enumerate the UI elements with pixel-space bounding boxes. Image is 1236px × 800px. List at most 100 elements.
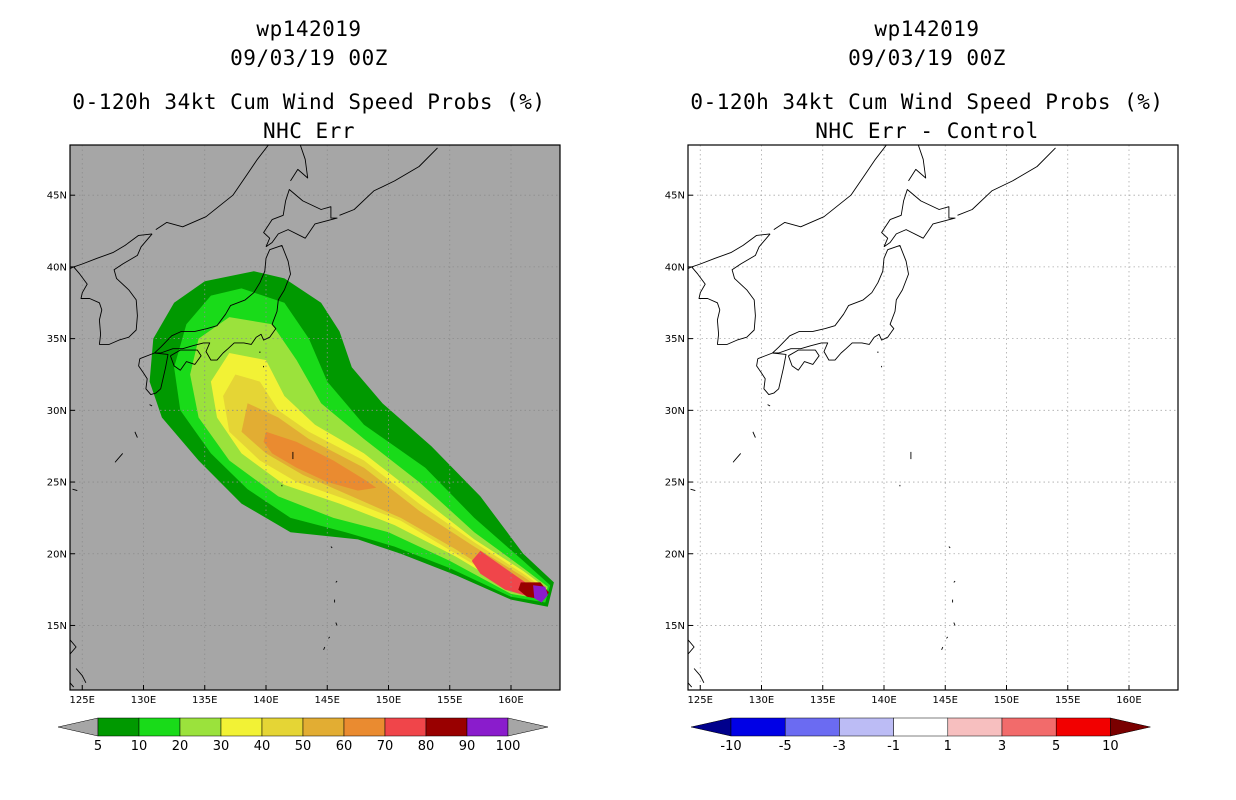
colorbar-label: -1 [887,739,900,754]
coastline [149,404,153,407]
colorbar-label: 40 [254,739,271,754]
x-tick-label: 140E [871,695,896,706]
colorbar-label: 60 [336,739,353,754]
coastline [690,488,696,492]
plot-frame [687,144,1179,691]
coastline [70,639,77,669]
colorbar-segment [179,717,222,737]
coastline [328,636,331,639]
map-layer [642,145,1178,690]
colorbar-segment [466,717,509,737]
chart-title: 0-120h 34kt Cum Wind Speed Probs (%) [690,90,1164,114]
coastline [323,646,326,650]
colorbar-segment [261,717,304,737]
x-tick-label: 160E [498,695,523,706]
colorbar-label: 5 [1052,739,1060,754]
coastline [335,580,338,583]
colorbar-segment [730,717,786,737]
y-tick-label: 25N [47,478,67,489]
difference-map: 125E 130E 135E 140E 145E 150E 155E 160E 15N 20N 25… [642,144,1179,754]
x-tick-label: 150E [994,695,1019,706]
coastline [138,352,169,396]
coastline [881,189,956,248]
coastline [957,147,1056,216]
colorbar-label: -10 [720,739,741,754]
coastline [75,668,87,684]
coastline [948,546,951,549]
colorbar-label: 50 [295,739,312,754]
coastline [767,404,771,407]
colorbar-label: 10 [131,739,148,754]
colorbar-label: 70 [377,739,394,754]
y-tick-label: 25N [665,478,685,489]
colorbar-label: 1 [944,739,952,754]
coastline [953,580,956,583]
colorbar-label: -3 [833,739,846,754]
colorbar-segment [302,717,345,737]
colorbar-segment [893,717,949,737]
forecast-time: 09/03/19 00Z [848,46,1006,70]
coastline [908,145,927,182]
colorbar-segment [343,717,386,737]
chart-title: 0-120h 34kt Cum Wind Speed Probs (%) [72,90,546,114]
y-tick-label: 35N [47,334,67,345]
coastline [66,492,69,493]
x-tick-label: 150E [376,695,401,706]
colorbar-label: 80 [418,739,435,754]
colorbar-label: -5 [779,739,792,754]
colorbar-segment [384,717,427,737]
colorbar-segment [839,717,894,737]
colorbar-label: 10 [1102,739,1119,754]
x-tick-label: 145E [315,695,340,706]
coastline [691,233,771,345]
coastline [335,622,338,626]
chart-subtitle: NHC Err [262,119,355,143]
x-tick-label: 125E [70,695,95,706]
coastline [73,233,153,345]
coastline [787,349,820,371]
colorbar-segment [1055,717,1111,737]
colorbar-label: 100 [496,739,521,754]
coastline [941,646,944,650]
x-tick-label: 155E [437,695,462,706]
coastline [72,488,78,492]
x-tick-label: 130E [131,695,156,706]
colorbar-over-arrow [1110,717,1151,737]
coastline [688,682,693,688]
x-tick-label: 140E [253,695,278,706]
x-tick-label: 125E [688,695,713,706]
colorbar-segment [1001,717,1057,737]
y-tick-label: 30N [665,406,685,417]
x-tick-label: 130E [749,695,774,706]
colorbar-label: 30 [213,739,230,754]
coastline [946,636,949,639]
y-tick-label: 40N [47,262,67,273]
storm-id: wp142019 [256,17,362,41]
coastline [642,479,664,525]
storm-id: wp142019 [874,17,980,41]
y-tick-label: 15N [47,621,67,632]
coastline [134,431,138,438]
y-tick-label: 15N [665,621,685,632]
y-tick-label: 35N [665,334,685,345]
colorbar-segment [784,717,840,737]
colorbar-segment [138,717,181,737]
coastline [24,479,46,525]
coastline [114,453,124,463]
y-tick-label: 20N [47,549,67,560]
y-tick-label: 45N [665,191,685,202]
coastline [154,244,291,361]
coastline [155,145,269,230]
colorbar-under-arrow [57,717,99,737]
coastline [773,145,887,230]
colorbar-segment [97,717,140,737]
coastline [70,682,75,688]
colorbar-label: 5 [94,739,102,754]
coastline [953,622,956,626]
coastline [73,233,153,268]
contour-90-percent [533,585,548,603]
x-tick-label: 135E [810,695,835,706]
contour-50-percent [241,403,545,594]
coastline [691,233,771,268]
y-tick-label: 40N [665,262,685,273]
